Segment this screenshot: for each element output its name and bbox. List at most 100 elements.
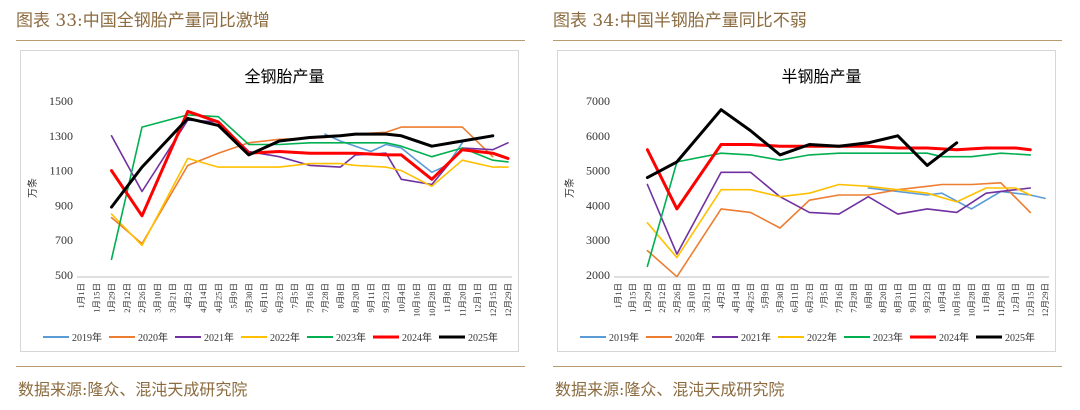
x-tick-label: 11月8日: [981, 283, 991, 312]
x-tick-label: 8月8日: [335, 283, 345, 309]
data-source: 数据来源:隆众、混沌天成研究院: [555, 380, 785, 399]
x-tick-label: 12月29日: [1040, 283, 1050, 317]
series-line: [110, 119, 509, 193]
x-tick-label: 3月21日: [168, 283, 178, 313]
x-tick-label: 2月12日: [122, 283, 132, 313]
x-tick-label: 10月4日: [396, 283, 406, 313]
y-tick-label: 6000: [586, 129, 610, 143]
x-tick-label: 4月25日: [213, 283, 223, 313]
legend-label: 2022年: [270, 331, 300, 344]
chart-title: 半钢胎产量: [781, 67, 861, 86]
series-line: [646, 182, 1032, 278]
series-line: [110, 157, 509, 247]
y-tick-label: 700: [55, 233, 73, 247]
source-divider: [553, 366, 1062, 367]
legend-label: 2019年: [609, 331, 639, 344]
x-tick-label: 9月11日: [366, 283, 376, 312]
x-tick-label: 10月16日: [412, 283, 422, 317]
x-tick-label: 5月30日: [244, 283, 254, 313]
chart-frame: 半钢胎产量 万条 2000 3000 4000 5000 6000 7000 1月1日 1月15日…: [557, 50, 1056, 352]
title-divider: [16, 40, 525, 41]
y-tick-label: 7000: [586, 94, 610, 108]
x-tick-label: 8月8日: [863, 283, 873, 309]
legend-label: 2021年: [741, 331, 771, 344]
x-tick-label: 1月1日: [76, 283, 86, 309]
legend-label: 2025年: [468, 331, 498, 344]
x-tick-label: 10月4日: [937, 283, 947, 313]
series-line: [110, 109, 510, 218]
y-tick-label: 1300: [49, 129, 73, 143]
y-tick-label: 4000: [586, 198, 610, 212]
x-tick-label: 10月28日: [427, 283, 437, 317]
x-tick-label: 10月28日: [966, 283, 976, 317]
series-line: [645, 143, 1032, 211]
y-tick-label: 5000: [586, 164, 610, 178]
x-tick-label: 1月1日: [613, 283, 623, 309]
chart-title: 全钢胎产量: [244, 67, 324, 86]
legend-label: 2020年: [675, 331, 705, 344]
x-tick-label: 4月14日: [198, 283, 208, 313]
data-source: 数据来源:隆众、混沌天成研究院: [18, 380, 248, 399]
x-tick-label: 9月23日: [381, 283, 391, 313]
x-tick-label: 9月23日: [922, 283, 932, 313]
x-tick-label: 8月20日: [351, 283, 361, 313]
x-tick-label: 4月2日: [183, 283, 193, 309]
source-divider: [16, 366, 525, 367]
x-tick-label: 7月28日: [849, 283, 859, 313]
series-line: [646, 171, 1032, 255]
title-divider: [553, 40, 1062, 41]
y-tick-label: 500: [55, 268, 73, 282]
x-tick-label: 4月2日: [716, 283, 726, 309]
x-tick-label: 12月1日: [473, 283, 483, 313]
x-tick-label: 3月10日: [687, 283, 697, 313]
y-axis-label: 万条: [563, 178, 576, 198]
x-tick-label: 4月25日: [746, 283, 756, 313]
figure-title: 图表 33:中国全钢胎产量同比激增: [16, 11, 270, 31]
x-tick-label: 1月15日: [91, 283, 101, 313]
x-tick-label: 7月28日: [320, 283, 330, 313]
x-tick-label: 4月14日: [731, 283, 741, 313]
x-tick-label: 11月20日: [996, 283, 1006, 317]
x-tick-label: 6月11日: [790, 283, 800, 312]
y-tick-label: 1500: [49, 94, 73, 108]
x-tick-label: 1月29日: [107, 283, 117, 313]
chart-frame: 全钢胎产量 万条 500 700 900 1100 1300 1500 1月1日 1月15日 1月2…: [20, 50, 519, 352]
series-line: [646, 152, 1032, 268]
series-line: [645, 108, 959, 180]
y-tick-label: 1100: [49, 164, 73, 178]
series-line: [110, 116, 495, 209]
x-tick-label: 2月12日: [657, 283, 667, 313]
x-tick-label: 12月15日: [488, 283, 498, 317]
x-tick-label: 7月16日: [305, 283, 315, 313]
y-tick-label: 3000: [586, 233, 610, 247]
x-tick-label: 2月26日: [672, 283, 682, 313]
legend-label: 2019年: [72, 331, 102, 344]
x-tick-label: 10月16日: [952, 283, 962, 317]
x-tick-label: 9月11日: [907, 283, 917, 312]
legend-label: 2020年: [138, 331, 168, 344]
x-tick-label: 7月16日: [834, 283, 844, 313]
figure-34: 图表 34:中国半钢胎产量同比不弱 半钢胎产量 万条 2000 3000 4000 500…: [545, 0, 1070, 410]
x-tick-label: 7月5日: [290, 283, 300, 309]
legend-label: 2022年: [807, 331, 837, 344]
legend-label: 2021年: [204, 331, 234, 344]
x-tick-label: 12月15日: [1025, 283, 1035, 317]
x-tick-label: 11月20日: [457, 283, 467, 317]
x-tick-label: 5月9日: [229, 283, 239, 309]
x-tick-label: 5月9日: [760, 283, 770, 309]
x-tick-label: 3月21日: [701, 283, 711, 313]
x-tick-label: 6月11日: [259, 283, 269, 312]
y-tick-label: 900: [55, 198, 73, 212]
series-line: [867, 187, 1046, 210]
x-tick-label: 7月5日: [819, 283, 829, 309]
x-tick-label: 1月15日: [628, 283, 638, 313]
x-tick-label: 2月26日: [137, 283, 147, 313]
figure-33: 图表 33:中国全钢胎产量同比激增 全钢胎产量 万条 500 700 900 1100 13…: [8, 0, 533, 410]
series-line: [646, 183, 1032, 259]
x-tick-label: 6月23日: [274, 283, 284, 313]
legend-label: 2024年: [939, 331, 969, 344]
x-tick-label: 8月20日: [878, 283, 888, 313]
x-tick-label: 12月1日: [1011, 283, 1021, 313]
